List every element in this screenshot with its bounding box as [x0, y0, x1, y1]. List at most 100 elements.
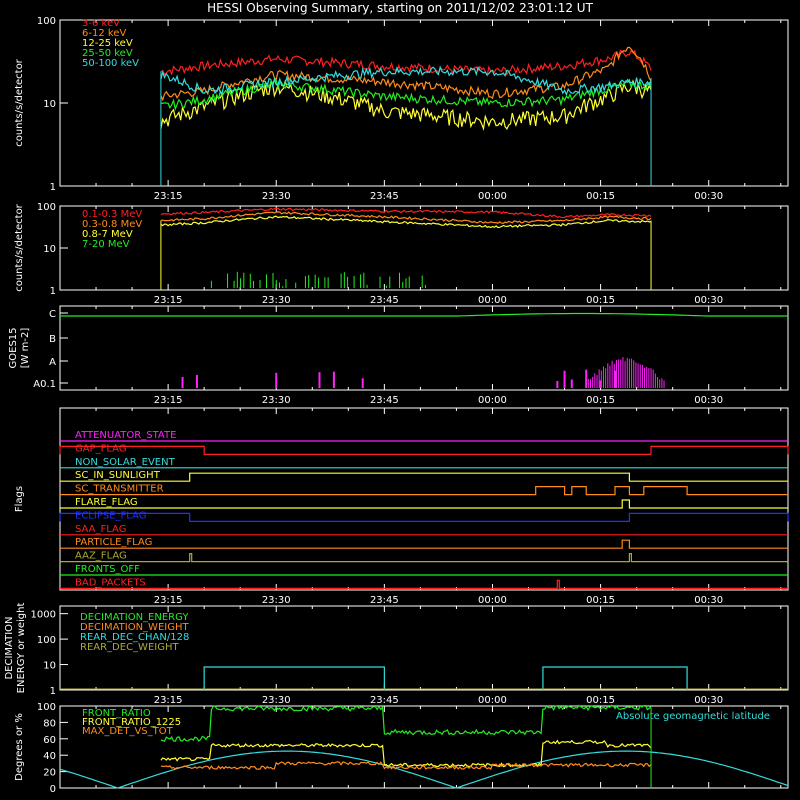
legend-entry: 0.3-0.8 MeV	[82, 219, 142, 230]
y-tick-label: 1	[50, 686, 56, 697]
panel-2: 23:15 23:30 23:45 00:00 00:15 00:30 counts/s/d…	[14, 202, 789, 306]
x-tick-label: 00:30	[694, 295, 723, 306]
x-tick-label: 23:45	[370, 295, 399, 306]
legend-entry: FRONT_RATIO_1225	[82, 717, 181, 728]
flag-label: SC_TRANSMITTER	[75, 484, 164, 495]
panel-3: 23:15 23:30 23:45 00:00 00:15 00:30 GOES15 [W m…	[8, 305, 789, 406]
y-tick-label: 10	[43, 244, 56, 255]
y-tick-label: A0.1	[33, 379, 56, 390]
x-tick-label: 00:00	[478, 595, 507, 606]
flag-line	[59, 512, 789, 522]
x-tick-label: 23:30	[262, 395, 291, 406]
y-tick-label: 100	[37, 702, 56, 713]
y-tick-label: 10	[43, 99, 56, 110]
x-tick-label: 00:15	[586, 191, 615, 202]
y-tick-label: B	[49, 334, 56, 345]
panel-frame	[59, 407, 789, 591]
y-axis-unit: [W m-2]	[20, 328, 31, 369]
chart-title: HESSI Observing Summary, starting on 201…	[207, 1, 593, 15]
series-GOES15	[60, 312, 788, 317]
flag-line	[60, 472, 788, 482]
series-0-3-0-8-MeV	[160, 211, 652, 225]
legend-entry: 6-12 keV	[82, 28, 126, 39]
y-tick-label: 60	[43, 735, 56, 746]
series-rear-dec-chan	[542, 666, 688, 690]
x-tick-label: 23:15	[154, 395, 183, 406]
series-FRONT_RATIO_1225	[160, 739, 652, 768]
flag-line	[60, 579, 788, 589]
flag-label: ECLIPSE_FLAG	[75, 510, 146, 521]
y-tick-label: 1	[50, 182, 56, 193]
x-tick-label: 00:30	[694, 595, 723, 606]
legend-entry: 25-50 keV	[82, 48, 133, 59]
x-tick-label: 00:30	[694, 191, 723, 202]
x-tick-label: 23:15	[154, 695, 183, 706]
x-tick-label: 00:00	[478, 695, 507, 706]
x-tick-label: 00:15	[586, 295, 615, 306]
y-tick-label: 1000	[31, 610, 56, 621]
legend-entry: 0.8-7 MeV	[82, 229, 133, 240]
legend-entry: MAX_DET_VS_TOT	[82, 726, 174, 737]
panel-5: 23:15 23:30 23:45 00:00 00:15 00:30 DECIMATION…	[4, 603, 789, 706]
flag-label: SAA_FLAG	[75, 524, 126, 535]
panels: 23:15 23:30 23:45 00:00 00:15 00:30 counts/s/d…	[4, 16, 789, 795]
x-tick-label: 23:30	[262, 595, 291, 606]
flag-label: FRONTS_OFF	[75, 564, 140, 575]
series-geomagnetic-latitude	[59, 750, 789, 789]
x-tick-label: 23:30	[262, 295, 291, 306]
flag-line	[60, 499, 788, 509]
flag-label: BAD_PACKETS	[75, 577, 146, 588]
y-tick-label: 80	[43, 718, 56, 729]
x-tick-label: 00:15	[586, 395, 615, 406]
y-tick-label: 0	[50, 784, 56, 795]
x-tick-label: 00:00	[478, 395, 507, 406]
series-25-50-keV	[160, 78, 652, 111]
x-tick-label: 00:30	[694, 695, 723, 706]
panel-frame	[59, 705, 789, 789]
flag-label: FLARE_FLAG	[75, 497, 138, 508]
x-tick-label: 00:00	[478, 295, 507, 306]
x-tick-label: 00:30	[694, 395, 723, 406]
x-tick-label: 23:45	[370, 395, 399, 406]
panel-frame	[59, 605, 789, 691]
flag-line	[60, 486, 788, 496]
x-tick-label: 23:45	[370, 191, 399, 202]
y-tick-label: A	[49, 357, 56, 368]
panel-4: 23:15 23:30 23:45 00:00 00:15 00:30 Flags ATTEN…	[14, 407, 789, 606]
x-tick-label: 23:45	[370, 595, 399, 606]
legend-entry: DECIMATION_WEIGHT	[80, 622, 189, 633]
panel-1: 23:15 23:30 23:45 00:00 00:15 00:30 counts/s/d…	[14, 16, 789, 202]
series-0-1-0-3-MeV	[160, 207, 652, 219]
x-tick-label: 23:15	[154, 595, 183, 606]
flag-label: GAP_FLAG	[75, 443, 127, 454]
panel-frame	[59, 305, 789, 391]
x-tick-label: 23:30	[262, 191, 291, 202]
x-tick-label: 00:15	[586, 695, 615, 706]
legend-entry: 50-100 keV	[82, 58, 139, 69]
flag-label: PARTICLE_FLAG	[75, 537, 152, 548]
legend-entry: 3-6 keV	[82, 18, 120, 29]
flag-label: NON_SOLAR_EVENT	[75, 457, 176, 468]
legend-entry: 7-20 MeV	[82, 239, 130, 250]
legend-entry: 12-25 keV	[82, 38, 133, 49]
x-tick-label: 23:45	[370, 695, 399, 706]
y-axis-label: GOES15	[8, 327, 19, 368]
series-50-100-keV	[160, 65, 652, 97]
y-tick-label: 100	[37, 202, 56, 213]
flag-line	[59, 445, 789, 455]
flag-label: ATTENUATOR_STATE	[75, 430, 176, 441]
panel-frame	[59, 19, 789, 187]
flag-line	[60, 539, 788, 549]
y-axis-label: counts/s/detector	[14, 203, 25, 291]
y-axis-label: Degrees or %	[14, 713, 25, 781]
legend-entry: 0.1-0.3 MeV	[82, 209, 142, 220]
panel-6: Degrees or % 0 20 40 60 80 100 FRONT_RATIOFRONT…	[14, 702, 789, 795]
y-axis-label: ENERGY or weight	[16, 603, 27, 694]
x-tick-label: 00:15	[586, 595, 615, 606]
legend-entry: FRONT_RATIO	[82, 708, 151, 719]
flag-label: AAZ_FLAG	[75, 551, 127, 562]
series-3-6-keV	[160, 49, 652, 77]
y-tick-label: 100	[37, 635, 56, 646]
legend-entry: REAR_DEC_CHAN/128	[80, 632, 189, 643]
